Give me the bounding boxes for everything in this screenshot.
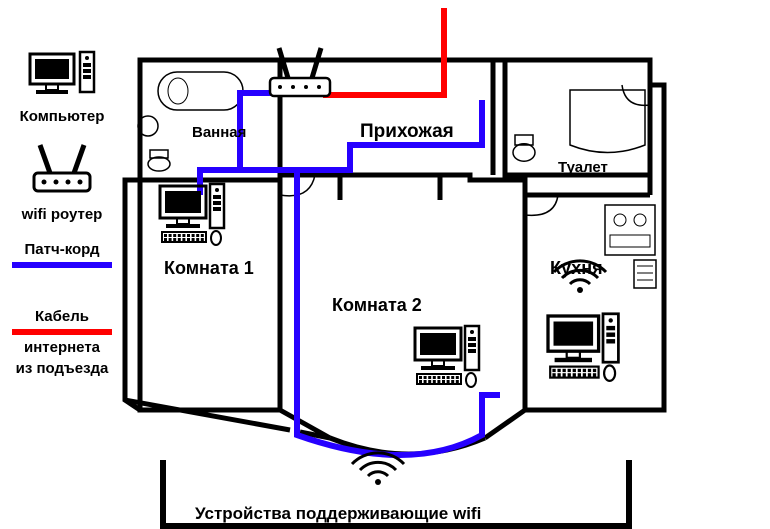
cables-group [200, 8, 500, 455]
room-label: Ванная [192, 124, 246, 141]
computer-icon [415, 326, 479, 387]
room-label: Туалет [558, 159, 608, 176]
floorplan-canvas [0, 0, 770, 524]
computer-icon [160, 184, 224, 245]
walls-group [125, 60, 664, 454]
computer-icon [548, 314, 618, 381]
room-label: Кухня [550, 258, 603, 279]
computers-group [160, 184, 618, 387]
room-label: Комната 1 [164, 258, 254, 279]
room-label: Комната 2 [332, 295, 422, 316]
room-label: Прихожая [360, 121, 454, 143]
wifi-devices-label: Устройства поддерживающие wifi [195, 504, 481, 524]
